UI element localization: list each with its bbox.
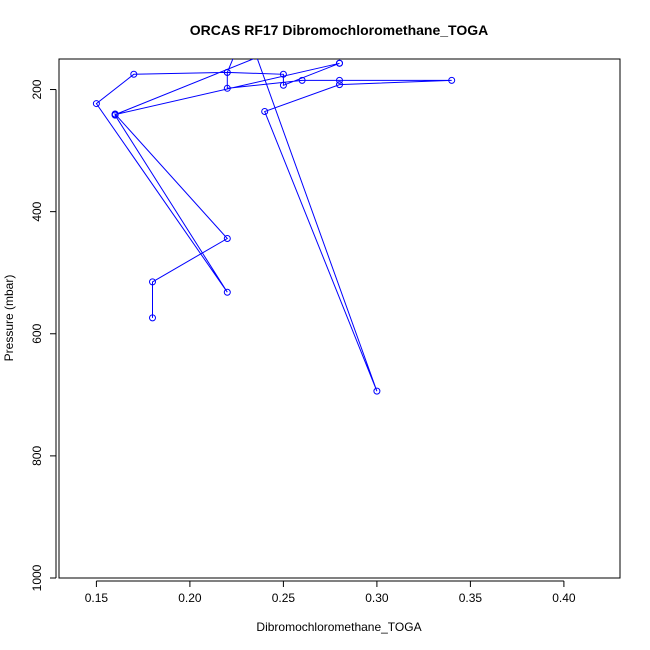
x-tick-label: 0.30 xyxy=(365,591,389,605)
x-tick-label: 0.20 xyxy=(178,591,202,605)
y-axis-label: Pressure (mbar) xyxy=(2,275,16,362)
data-points xyxy=(92,38,456,395)
chart-title: ORCAS RF17 Dibromochloromethane_TOGA xyxy=(190,22,488,38)
data-point xyxy=(130,70,138,78)
data-point xyxy=(298,76,306,84)
x-axis-label: Dibromochloromethane_TOGA xyxy=(256,620,421,634)
data-point xyxy=(336,76,343,84)
data-point xyxy=(336,81,343,89)
data-point xyxy=(337,44,343,50)
y-tick-label: 1000 xyxy=(30,564,44,591)
data-point xyxy=(149,314,156,322)
y-tick-label: 200 xyxy=(30,79,44,99)
y-tick-label: 600 xyxy=(30,323,44,343)
y-tick-label: 400 xyxy=(30,201,44,221)
x-axis: 0.15 0.20 0.25 0.30 0.35 0.40 xyxy=(85,580,576,605)
data-point xyxy=(448,76,456,84)
data-point xyxy=(336,59,343,67)
data-point xyxy=(223,235,231,243)
data-point xyxy=(223,68,231,76)
x-tick-label: 0.40 xyxy=(552,591,576,605)
data-point xyxy=(150,50,156,56)
data-point xyxy=(279,81,287,89)
x-tick-label: 0.35 xyxy=(459,591,483,605)
data-point xyxy=(92,100,100,108)
plot-area xyxy=(92,38,456,395)
data-point xyxy=(261,108,269,116)
series-line xyxy=(95,59,452,392)
data-point xyxy=(223,288,231,296)
x-tick-label: 0.15 xyxy=(85,591,109,605)
data-point xyxy=(223,84,231,92)
data-point xyxy=(149,278,156,286)
plot-frame xyxy=(58,58,621,579)
y-axis: 200 400 600 800 1000 xyxy=(30,79,57,591)
y-tick-label: 800 xyxy=(30,446,44,466)
x-tick-label: 0.25 xyxy=(272,591,296,605)
data-point xyxy=(280,44,286,50)
data-point xyxy=(187,38,193,44)
data-point xyxy=(279,70,287,78)
data-point xyxy=(373,387,381,395)
data-point xyxy=(111,111,119,119)
